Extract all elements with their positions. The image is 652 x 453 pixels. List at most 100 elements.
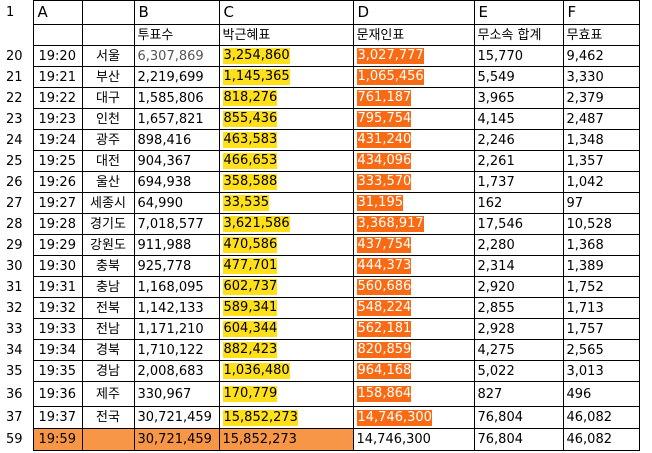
region-cell[interactable]: 서울 — [81, 45, 135, 67]
region-cell[interactable]: 충남 — [81, 276, 135, 298]
column-header-e[interactable]: E — [473, 0, 564, 25]
votes-cell[interactable]: 1,171,210 — [133, 318, 220, 340]
row-number[interactable]: 29 — [0, 234, 33, 256]
header-cell-votes[interactable]: 투표수 — [133, 24, 220, 46]
votes-cell[interactable]: 694,938 — [133, 171, 220, 193]
votes-cell[interactable]: 30,721,459 — [133, 428, 220, 451]
moon-cell[interactable]: 431,240 — [352, 129, 475, 151]
park-cell[interactable]: 1,145,365 — [218, 66, 354, 88]
region-cell[interactable]: 인천 — [81, 108, 135, 130]
invalid-cell[interactable]: 3,330 — [562, 66, 640, 88]
region-cell[interactable]: 울산 — [81, 171, 135, 193]
independent-cell[interactable]: 2,280 — [473, 234, 564, 256]
time-cell[interactable]: 19:31 — [32, 276, 83, 298]
invalid-cell[interactable]: 1,357 — [562, 150, 640, 172]
region-cell[interactable] — [81, 428, 135, 451]
moon-cell[interactable]: 14,746,300 — [352, 406, 475, 429]
park-cell[interactable]: 3,621,586 — [218, 213, 354, 235]
invalid-cell[interactable]: 496 — [562, 381, 640, 407]
column-header-a[interactable]: A — [32, 0, 83, 25]
time-cell[interactable]: 19:26 — [32, 171, 83, 193]
park-cell[interactable]: 477,701 — [218, 255, 354, 277]
time-cell[interactable]: 19:36 — [32, 381, 83, 407]
votes-cell[interactable]: 1,585,806 — [133, 87, 220, 109]
time-cell[interactable]: 19:27 — [32, 192, 83, 214]
column-header-blank[interactable] — [81, 0, 135, 25]
time-cell[interactable]: 19:29 — [32, 234, 83, 256]
independent-cell[interactable]: 15,770 — [473, 45, 564, 67]
row-number[interactable]: 35 — [0, 360, 33, 382]
votes-cell[interactable]: 1,710,122 — [133, 339, 220, 361]
region-cell[interactable]: 경남 — [81, 360, 135, 382]
time-cell[interactable]: 19:30 — [32, 255, 83, 277]
independent-cell[interactable]: 2,314 — [473, 255, 564, 277]
park-cell[interactable]: 1,036,480 — [218, 360, 354, 382]
votes-cell[interactable]: 64,990 — [133, 192, 220, 214]
invalid-cell[interactable]: 46,082 — [562, 406, 640, 429]
header-cell-park[interactable]: 박근혜표 — [218, 24, 354, 46]
time-cell[interactable]: 19:23 — [32, 108, 83, 130]
invalid-cell[interactable]: 1,348 — [562, 129, 640, 151]
moon-cell[interactable]: 333,570 — [352, 171, 475, 193]
park-cell[interactable]: 855,436 — [218, 108, 354, 130]
moon-cell[interactable]: 14,746,300 — [352, 428, 475, 451]
independent-cell[interactable]: 2,920 — [473, 276, 564, 298]
park-cell[interactable]: 15,852,273 — [218, 428, 354, 451]
independent-cell[interactable]: 5,549 — [473, 66, 564, 88]
invalid-cell[interactable]: 2,379 — [562, 87, 640, 109]
moon-cell[interactable]: 548,224 — [352, 297, 475, 319]
independent-cell[interactable]: 76,804 — [473, 428, 564, 451]
region-cell[interactable]: 전북 — [81, 297, 135, 319]
time-cell[interactable]: 19:25 — [32, 150, 83, 172]
row-number[interactable]: 59 — [0, 428, 33, 451]
invalid-cell[interactable]: 2,487 — [562, 108, 640, 130]
votes-cell[interactable]: 911,988 — [133, 234, 220, 256]
moon-cell[interactable]: 560,686 — [352, 276, 475, 298]
time-cell[interactable]: 19:20 — [32, 45, 83, 67]
column-header-b[interactable]: B — [133, 0, 220, 25]
row-number[interactable]: 28 — [0, 213, 33, 235]
region-cell[interactable]: 전남 — [81, 318, 135, 340]
invalid-cell[interactable]: 46,082 — [562, 428, 640, 451]
time-cell[interactable]: 19:34 — [32, 339, 83, 361]
time-cell[interactable]: 19:28 — [32, 213, 83, 235]
invalid-cell[interactable]: 2,565 — [562, 339, 640, 361]
region-cell[interactable]: 부산 — [81, 66, 135, 88]
invalid-cell[interactable]: 1,757 — [562, 318, 640, 340]
votes-cell[interactable]: 6,307,869 — [133, 45, 220, 67]
park-cell[interactable]: 604,344 — [218, 318, 354, 340]
invalid-cell[interactable]: 9,462 — [562, 45, 640, 67]
invalid-cell[interactable]: 1,752 — [562, 276, 640, 298]
votes-cell[interactable]: 925,778 — [133, 255, 220, 277]
independent-cell[interactable]: 162 — [473, 192, 564, 214]
time-cell[interactable]: 19:59 — [32, 428, 83, 451]
column-header-c[interactable]: C — [218, 0, 354, 25]
region-cell[interactable]: 광주 — [81, 129, 135, 151]
votes-cell[interactable]: 898,416 — [133, 129, 220, 151]
invalid-cell[interactable]: 1,368 — [562, 234, 640, 256]
moon-cell[interactable]: 3,027,777 — [352, 45, 475, 67]
row-number[interactable]: 24 — [0, 129, 33, 151]
moon-cell[interactable]: 434,096 — [352, 150, 475, 172]
row-number[interactable]: 25 — [0, 150, 33, 172]
time-cell[interactable]: 19:21 — [32, 66, 83, 88]
moon-cell[interactable]: 444,373 — [352, 255, 475, 277]
votes-cell[interactable]: 904,367 — [133, 150, 220, 172]
row-number[interactable]: 27 — [0, 192, 33, 214]
invalid-cell[interactable]: 3,013 — [562, 360, 640, 382]
row-number[interactable]: 26 — [0, 171, 33, 193]
independent-cell[interactable]: 3,965 — [473, 87, 564, 109]
region-cell[interactable]: 강원도 — [81, 234, 135, 256]
independent-cell[interactable]: 1,737 — [473, 171, 564, 193]
row-number[interactable]: 30 — [0, 255, 33, 277]
moon-cell[interactable]: 1,065,456 — [352, 66, 475, 88]
row-number[interactable]: 36 — [0, 381, 33, 407]
moon-cell[interactable]: 3,368,917 — [352, 213, 475, 235]
invalid-cell[interactable]: 97 — [562, 192, 640, 214]
time-cell[interactable]: 19:32 — [32, 297, 83, 319]
independent-cell[interactable]: 2,855 — [473, 297, 564, 319]
park-cell[interactable]: 589,341 — [218, 297, 354, 319]
region-cell[interactable]: 대전 — [81, 150, 135, 172]
row-number[interactable]: 23 — [0, 108, 33, 130]
park-cell[interactable]: 15,852,273 — [218, 406, 354, 429]
